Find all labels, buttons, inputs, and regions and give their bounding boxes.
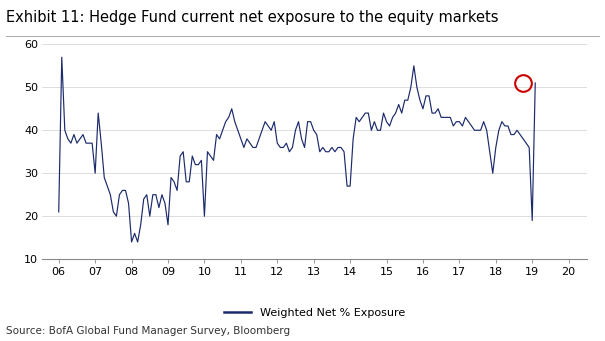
Legend: Weighted Net % Exposure: Weighted Net % Exposure xyxy=(219,303,410,322)
Text: Source: BofA Global Fund Manager Survey, Bloomberg: Source: BofA Global Fund Manager Survey,… xyxy=(6,326,290,336)
Text: Exhibit 11: Hedge Fund current net exposure to the equity markets: Exhibit 11: Hedge Fund current net expos… xyxy=(6,10,499,25)
